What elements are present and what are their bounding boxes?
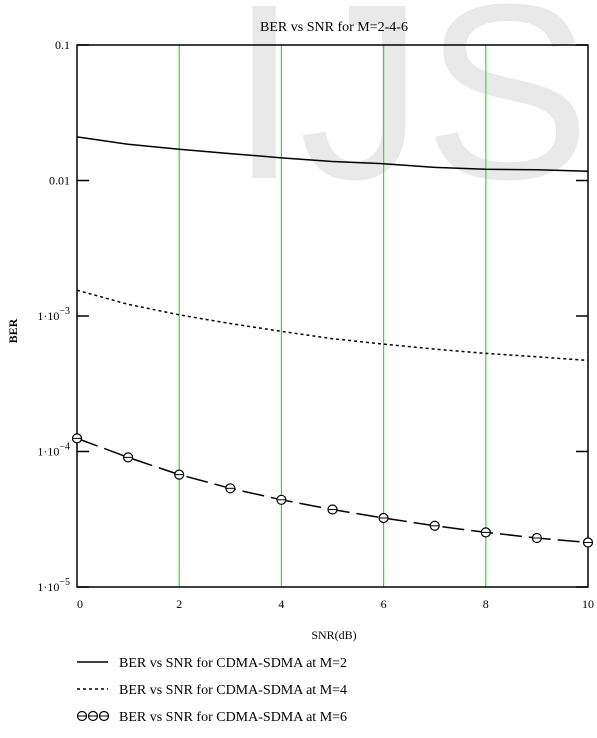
y-tick-mantissa: 0.1 (55, 38, 70, 52)
x-tick-labels: 0 2 4 6 8 10 (77, 597, 594, 611)
watermark-text: IJS (229, 0, 590, 231)
grid-layer (178, 45, 487, 587)
y-tick-label: 1·10−4 (37, 442, 70, 459)
x-tick-label: 10 (582, 597, 594, 611)
legend-label: BER vs SNR for CDMA-SDMA at M=4 (119, 683, 347, 698)
legend: BER vs SNR for CDMA-SDMA at M=2 BER vs SN… (76, 656, 347, 725)
legend-label: BER vs SNR for CDMA-SDMA at M=6 (119, 710, 347, 725)
chart-title: BER vs SNR for M=2-4-6 (260, 20, 408, 35)
legend-label: BER vs SNR for CDMA-SDMA at M=2 (119, 656, 347, 671)
y-tick-label: 0.1 (55, 38, 70, 52)
series-line-3 (76, 437, 589, 544)
y-axis-label: BER (6, 318, 20, 343)
x-tick-label: 4 (278, 597, 284, 611)
y-tick-label: 1·10−3 (37, 306, 70, 323)
y-tick-mantissa: 1·10 (37, 445, 59, 459)
x-tick-label: 0 (77, 597, 83, 611)
y-tick-exponent: −3 (59, 306, 70, 317)
y-tick-exponent: −5 (59, 577, 70, 588)
x-tick-label: 2 (176, 597, 182, 611)
y-tick-labels: 0.10.011·10−31·10−41·10−5 (37, 38, 70, 594)
x-tick-label: 8 (483, 597, 489, 611)
x-tick-label: 6 (381, 597, 387, 611)
y-tick-mantissa: 0.01 (49, 174, 70, 188)
y-tick-label: 1·10−5 (37, 577, 70, 594)
y-tick-exponent: −4 (59, 442, 70, 453)
y-tick-mantissa: 1·10 (37, 580, 59, 594)
series-line-2 (76, 289, 589, 362)
y-tick-mantissa: 1·10 (37, 309, 59, 323)
x-axis-label: SNR(dB) (311, 628, 356, 642)
series-layer (71, 136, 594, 548)
series-line-1 (76, 136, 589, 173)
y-tick-label: 0.01 (49, 174, 70, 188)
ticks-layer (77, 44, 588, 588)
